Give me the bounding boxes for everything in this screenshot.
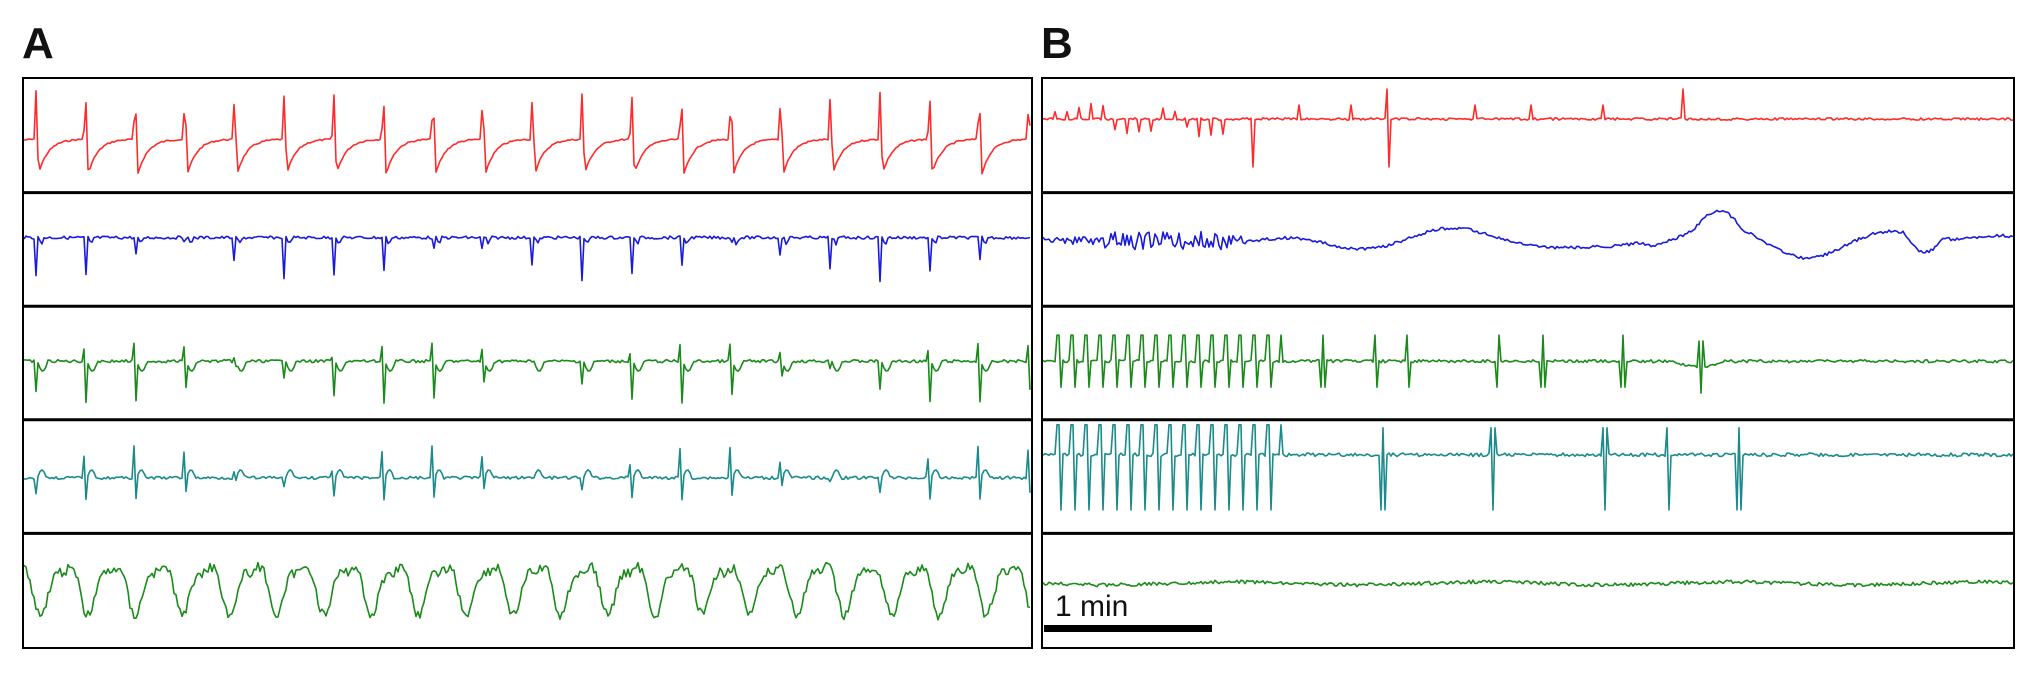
trace-4 xyxy=(1043,424,2013,511)
panel-label-a: A xyxy=(22,19,54,68)
trace-3 xyxy=(1043,334,2013,394)
panel-b-frame xyxy=(1041,77,2015,649)
trace-3 xyxy=(24,342,1031,404)
trace-4 xyxy=(24,445,1031,501)
scale-bar xyxy=(1044,625,1212,632)
trace-2 xyxy=(24,235,1031,283)
scale-bar-label: 1 min xyxy=(1055,590,1129,623)
panel-a-traces xyxy=(24,90,1031,621)
trace-1 xyxy=(24,90,1031,175)
trace-1 xyxy=(1043,88,2013,168)
panel-label-b: B xyxy=(1041,19,1073,68)
panel-b-traces xyxy=(1043,88,2013,588)
trace-5 xyxy=(24,561,1031,621)
panel-a-frame xyxy=(22,77,1033,649)
trace-2 xyxy=(1043,209,2013,260)
trace-5 xyxy=(1043,579,2013,588)
